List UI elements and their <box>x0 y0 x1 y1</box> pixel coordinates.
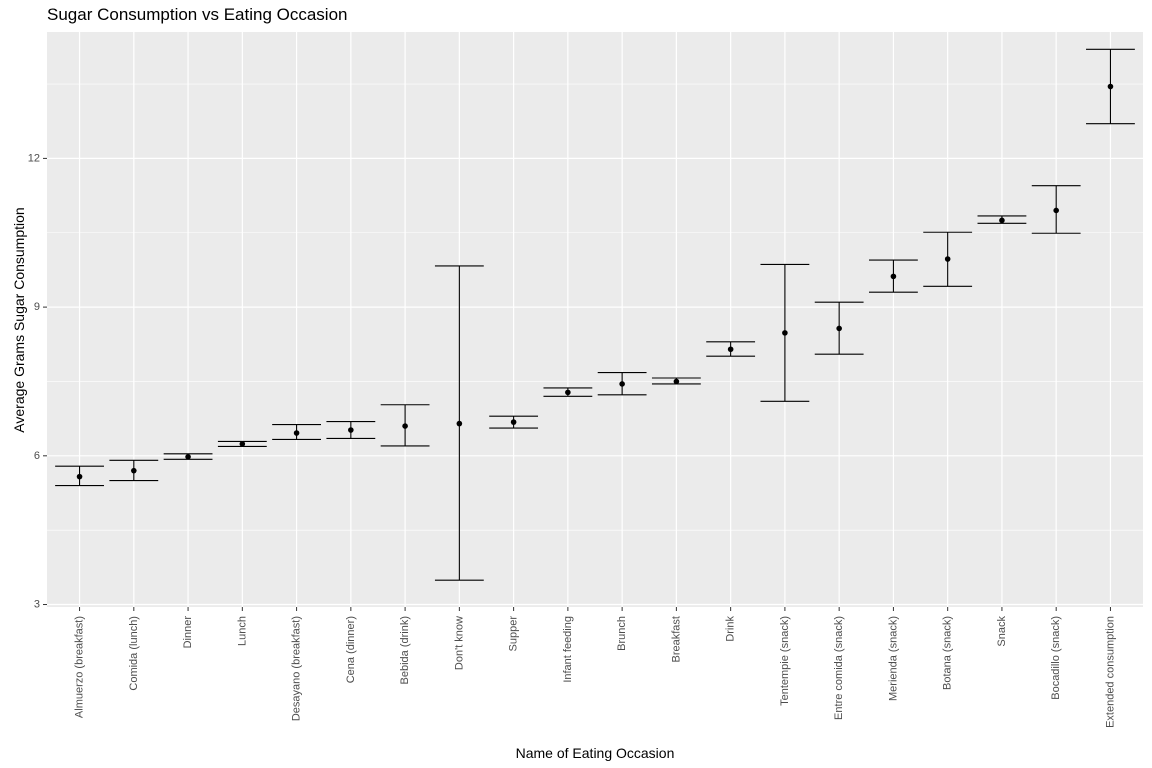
y-tick-label: 6 <box>34 450 40 462</box>
x-tick-label: Merienda (snack) <box>887 616 899 701</box>
data-point <box>565 389 571 396</box>
x-tick-label: Bebida (drink) <box>399 616 411 684</box>
data-point <box>727 346 734 353</box>
data-point <box>673 378 680 385</box>
data-point <box>76 473 83 480</box>
x-tick-label: Breakfast <box>670 616 682 662</box>
data-point <box>456 420 463 427</box>
x-axis: Almuerzo (breakfast) Comida (lunch) Dinner… <box>74 607 1116 728</box>
y-axis-label: Average Grams Sugar Consumption <box>11 207 27 432</box>
x-tick-label: Brunch <box>616 616 628 651</box>
data-point <box>239 441 246 447</box>
x-tick-label: Snack <box>996 616 1008 647</box>
data-point <box>619 381 625 387</box>
data-point <box>999 217 1005 224</box>
data-point <box>510 419 517 425</box>
data-point <box>293 430 300 436</box>
x-tick-label: Cena (dinner) <box>345 616 357 683</box>
data-point <box>402 423 408 429</box>
x-tick-label: Comida (lunch) <box>128 616 140 691</box>
x-tick-label: Tentempie (snack) <box>779 616 791 706</box>
data-point <box>890 273 897 280</box>
x-tick-label: Infant feeding <box>562 616 574 683</box>
x-axis-label: Name of Eating Occasion <box>516 745 675 761</box>
data-point <box>348 427 354 433</box>
x-tick-label: Don't know <box>453 616 465 670</box>
x-tick-label: Drink <box>725 616 737 642</box>
data-point <box>782 330 788 336</box>
x-tick-label: Desayano (breakfast) <box>291 616 303 721</box>
x-tick-label: Lunch <box>236 616 248 646</box>
x-tick-label: Extended consumption <box>1104 616 1116 728</box>
data-point <box>836 325 842 332</box>
x-tick-label: Bocadillo (snack) <box>1050 616 1062 700</box>
data-point <box>1107 83 1114 90</box>
y-tick-label: 9 <box>34 301 40 313</box>
y-axis: 3 6 9 12 <box>28 152 47 611</box>
plot-panel <box>47 32 1143 607</box>
x-tick-label: Botana (snack) <box>942 616 954 690</box>
data-point <box>1053 207 1059 214</box>
y-tick-label: 3 <box>34 599 40 611</box>
x-tick-label: Almuerzo (breakfast) <box>74 616 86 718</box>
x-tick-label: Supper <box>508 616 520 652</box>
data-point <box>185 454 191 460</box>
x-tick-label: Entre comida (snack) <box>833 616 845 720</box>
data-point <box>131 467 137 474</box>
x-tick-label: Dinner <box>182 616 194 649</box>
data-point <box>944 256 951 262</box>
y-tick-label: 12 <box>28 152 40 164</box>
data-marks <box>55 48 1135 581</box>
chart-title: Sugar Consumption vs Eating Occasion <box>47 5 348 24</box>
